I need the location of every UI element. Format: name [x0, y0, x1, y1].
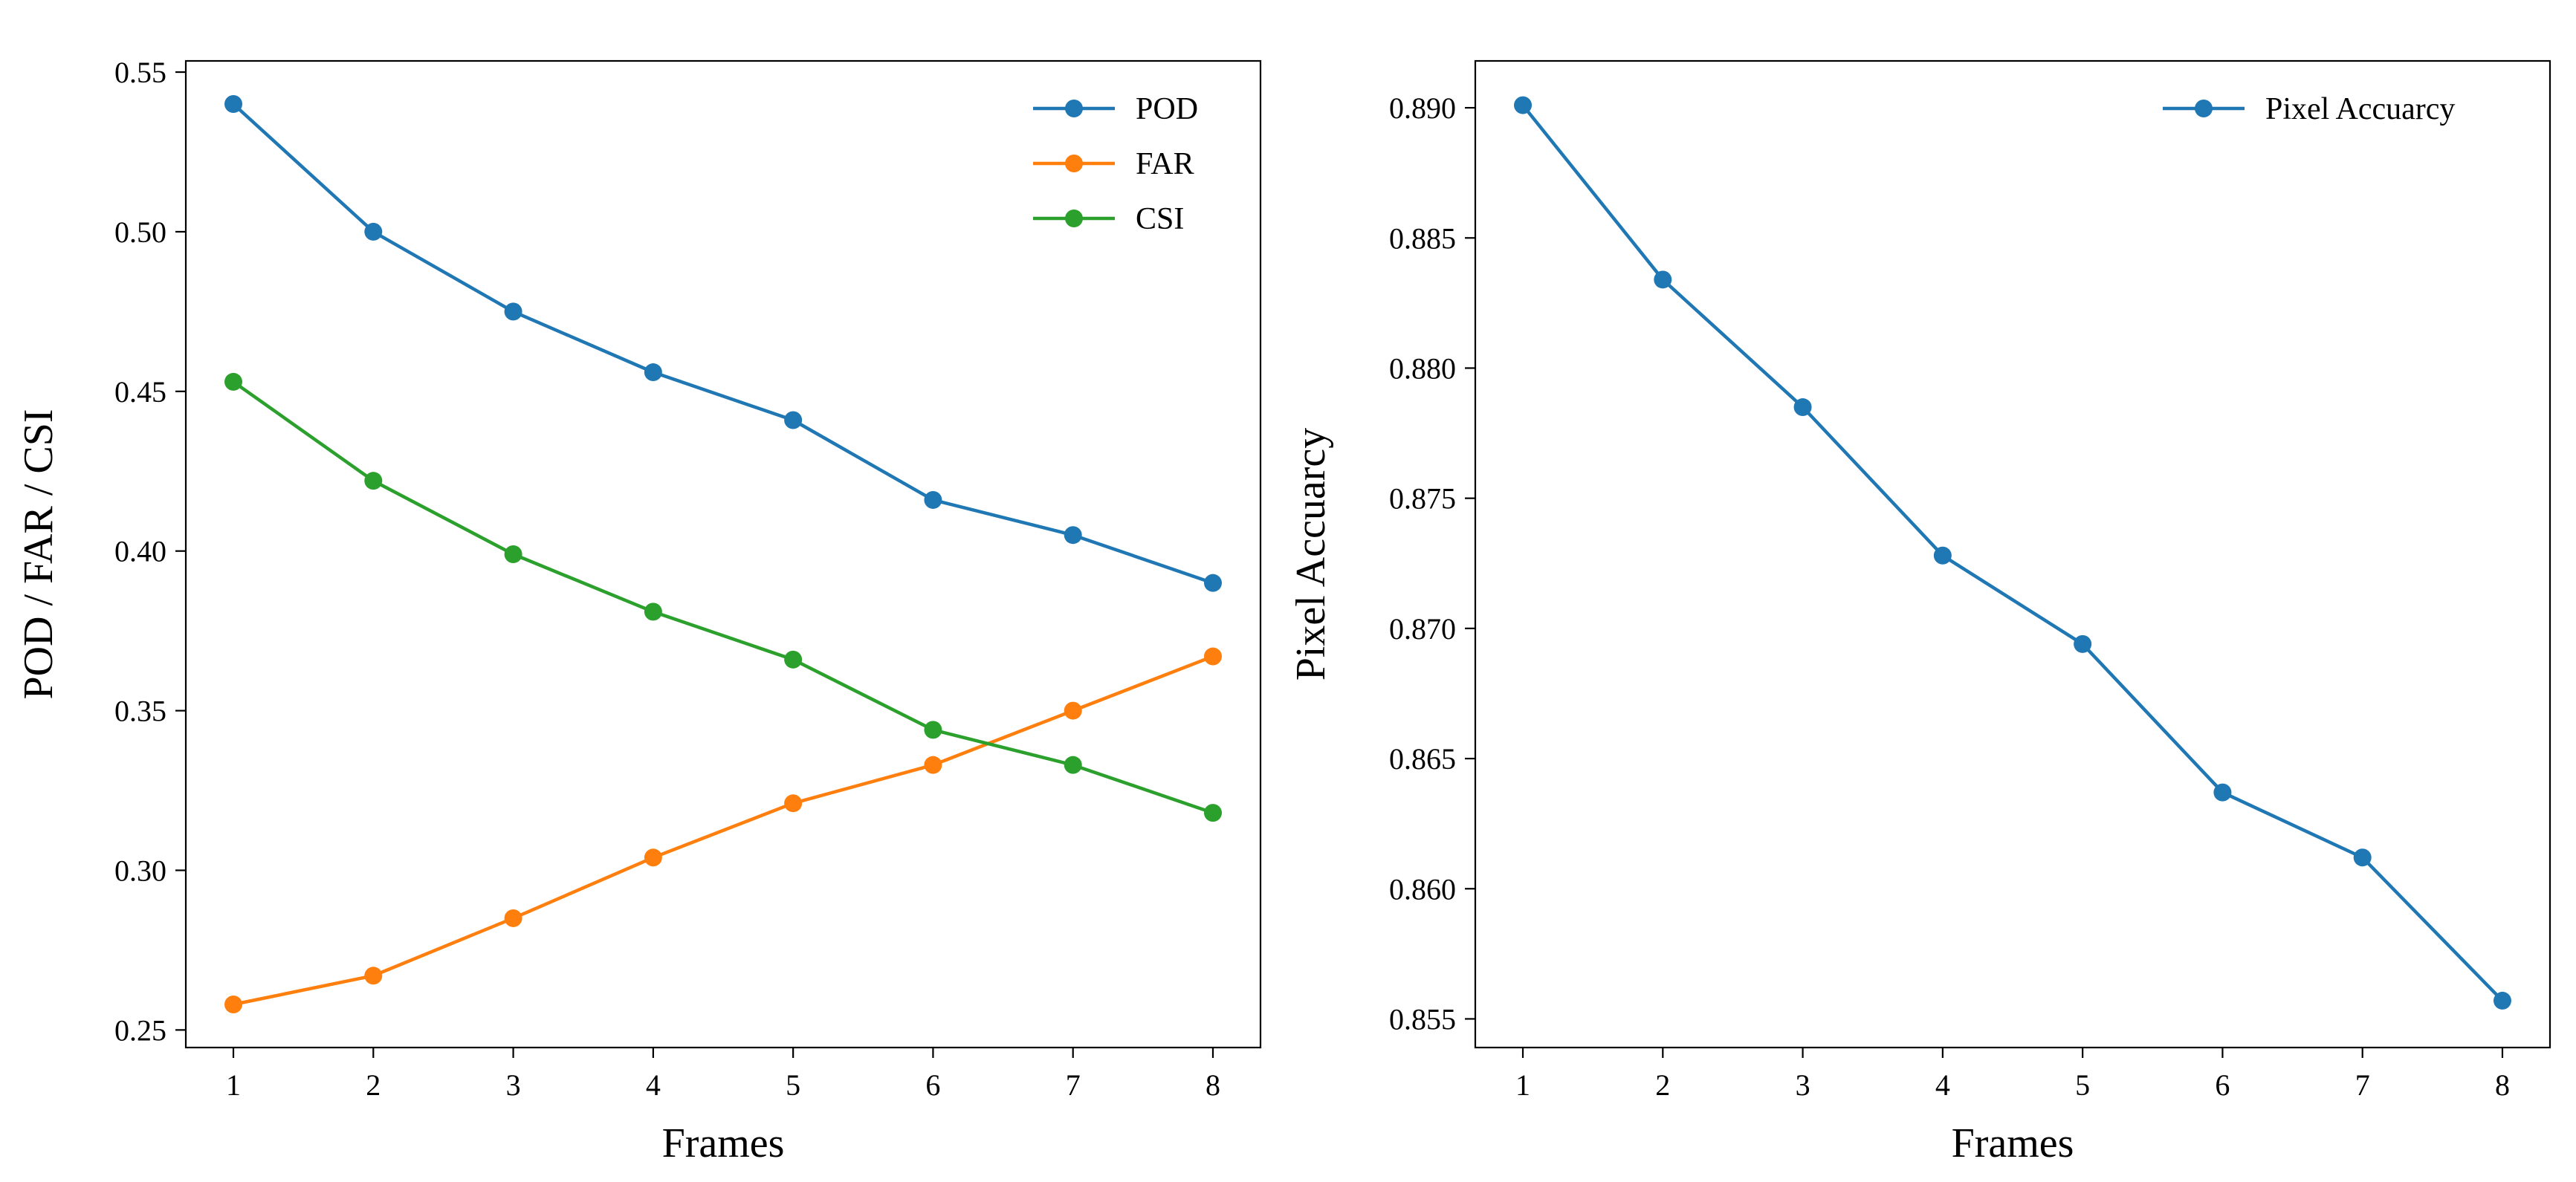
data-point — [504, 302, 522, 321]
data-point — [504, 545, 522, 563]
legend-label: FAR — [1136, 147, 1194, 181]
x-tick-label: 4 — [646, 1068, 661, 1102]
y-tick-label: 0.40 — [114, 535, 166, 568]
y-tick-label: 0.885 — [1389, 221, 1456, 255]
chart-panel-1: 1 2 3 4 5 6 7 8 0.25 0.30 0.35 0.40 0.45 0.50 0.55 Fram… — [16, 56, 1262, 1166]
series-line — [231, 380, 1215, 815]
x-tick-label: 6 — [925, 1068, 940, 1102]
data-point — [2493, 991, 2511, 1010]
x-tick-label: 3 — [1796, 1068, 1810, 1102]
data-point — [784, 650, 803, 669]
x-tick-label: 6 — [2215, 1068, 2230, 1102]
x-tick-label: 1 — [1515, 1068, 1530, 1102]
y-axis-label: POD / FAR / CSI — [16, 409, 62, 699]
plot-area-frame — [184, 59, 1262, 1049]
data-point — [364, 222, 383, 241]
data-point — [2074, 634, 2092, 653]
legend-label: POD — [1136, 92, 1198, 126]
legend-label: Pixel Accuarcy — [2265, 92, 2455, 126]
series-line — [1521, 103, 2505, 1003]
y-tick-label: 0.870 — [1389, 612, 1456, 646]
data-point — [924, 756, 942, 774]
y-tick-label: 0.30 — [114, 854, 166, 887]
series-pod — [224, 95, 1222, 592]
data-point — [1793, 398, 1812, 417]
data-point — [224, 95, 243, 114]
legend: Pixel Accuarcy — [2163, 92, 2455, 126]
x-tick-label: 1 — [226, 1068, 241, 1102]
data-point — [1064, 526, 1082, 545]
y-tick-label: 0.890 — [1389, 91, 1456, 125]
legend-marker — [1065, 100, 1083, 117]
x-tick-label: 7 — [1066, 1068, 1081, 1102]
series-line — [231, 102, 1215, 585]
y-tick-label: 0.855 — [1389, 1002, 1456, 1036]
data-point — [1654, 270, 1672, 289]
data-point — [1933, 546, 1952, 565]
data-point — [364, 472, 383, 490]
data-point — [1203, 804, 1222, 822]
data-point — [224, 995, 243, 1013]
data-point — [784, 411, 803, 429]
data-point — [1064, 701, 1082, 720]
y-tick-label: 0.45 — [114, 375, 166, 409]
data-point — [924, 490, 942, 509]
plot-area-frame — [1474, 59, 2551, 1049]
x-axis-label: Frames — [662, 1120, 785, 1166]
data-point — [784, 794, 803, 813]
data-point — [644, 363, 662, 382]
series-csi — [224, 372, 1222, 822]
legend-marker — [1065, 210, 1083, 227]
data-point — [1203, 647, 1222, 666]
y-axis-label: Pixel Accuarcy — [1288, 428, 1334, 681]
y-tick-label: 0.860 — [1389, 872, 1456, 906]
y-tick-label: 0.50 — [114, 215, 166, 249]
data-point — [504, 909, 522, 927]
legend-marker — [1065, 155, 1083, 172]
y-tick-label: 0.875 — [1389, 482, 1456, 516]
x-tick-label: 2 — [1655, 1068, 1670, 1102]
series-line — [231, 655, 1215, 1007]
legend-label: CSI — [1136, 202, 1184, 236]
x-axis-label: Frames — [1952, 1120, 2074, 1166]
x-tick-label: 7 — [2355, 1068, 2370, 1102]
data-point — [644, 848, 662, 867]
data-point — [224, 372, 243, 391]
x-tick-label: 8 — [2495, 1068, 2510, 1102]
x-tick-label: 4 — [1935, 1068, 1950, 1102]
y-tick-label: 0.865 — [1389, 742, 1456, 776]
x-tick-label: 3 — [506, 1068, 521, 1102]
data-point — [644, 603, 662, 621]
chart-panel-2: 1 2 3 4 5 6 7 8 0.855 0.860 0.865 0.870 0.875 0.880 0.… — [1288, 59, 2551, 1166]
x-tick-label: 2 — [366, 1068, 381, 1102]
x-tick-label: 8 — [1206, 1068, 1220, 1102]
legend: POD FAR CSI — [1033, 92, 1198, 236]
y-tick-label: 0.880 — [1389, 351, 1456, 385]
data-point — [924, 721, 942, 739]
y-tick-label: 0.55 — [114, 56, 166, 89]
y-tick-label: 0.35 — [114, 695, 166, 728]
data-point — [1064, 756, 1082, 774]
series-pixel-accuarcy — [1514, 96, 2511, 1010]
legend-marker — [2195, 100, 2213, 117]
x-tick-label: 5 — [2075, 1068, 2090, 1102]
data-point — [1203, 574, 1222, 592]
y-tick-label: 0.25 — [114, 1013, 166, 1047]
x-tick-label: 5 — [786, 1068, 800, 1102]
series-far — [224, 647, 1222, 1013]
data-point — [2353, 848, 2372, 867]
data-point — [1514, 96, 1533, 114]
data-point — [364, 967, 383, 985]
data-point — [2213, 783, 2232, 802]
